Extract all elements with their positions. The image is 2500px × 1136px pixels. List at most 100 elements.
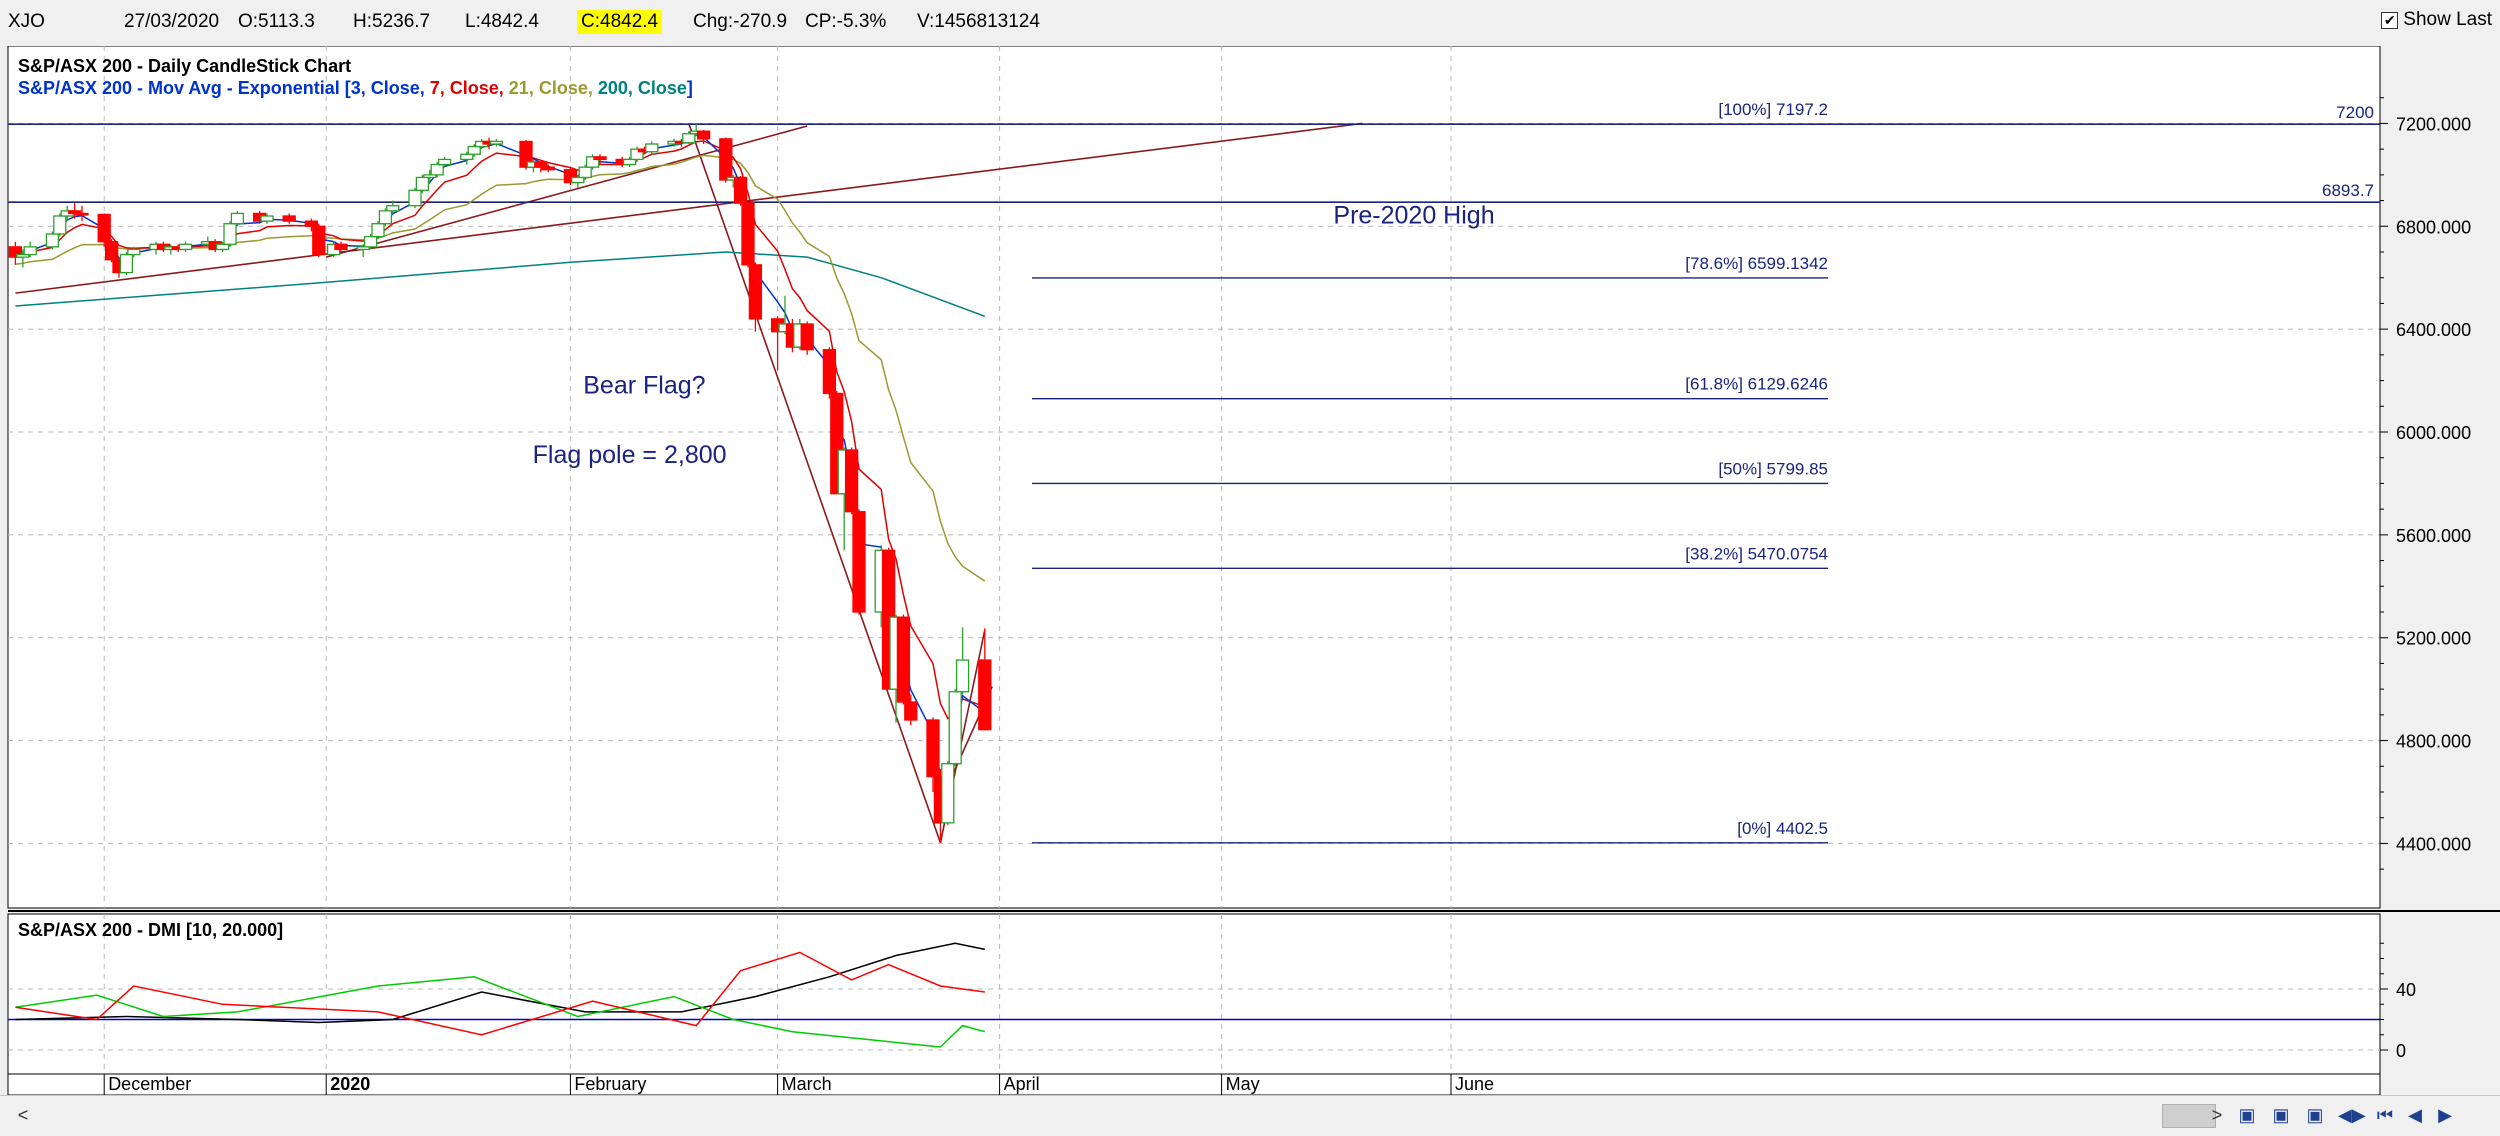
dmi-adx-line (15, 942, 985, 1024)
candle-down (844, 449, 859, 513)
chart-annotation: Flag pole = 2,800 (533, 441, 727, 469)
candle-up (645, 143, 659, 153)
date-tick-label: February (574, 1074, 646, 1094)
price-chart-title: S&P/ASX 200 - Daily CandleStick Chart (18, 56, 351, 76)
candle-up (941, 763, 955, 824)
fib-level-label: [38.2%] 5470.0754 (1685, 544, 1828, 563)
price-tick-label: 5600.000 (2396, 526, 2471, 546)
fib-level-label: [78.6%] 6599.1342 (1685, 254, 1828, 273)
fib-level-label: [0%] 4402.5 (1737, 819, 1828, 838)
date-axis (7, 1073, 2381, 1095)
trendline (688, 123, 942, 844)
scroll-thumb[interactable] (2162, 1104, 2216, 1128)
dmi-chart-title: S&P/ASX 200 - DMI [10, 20.000] (18, 920, 283, 940)
candle-down (304, 220, 319, 227)
candle-up (45, 233, 60, 248)
candle-up (571, 176, 585, 184)
price-tick-label: 7200.000 (2396, 114, 2471, 134)
horizontal-line-label: 6893.7 (2322, 181, 2374, 200)
volume-value: V:1456813124 (917, 11, 1040, 32)
candle-up (127, 248, 141, 256)
go-first-icon[interactable]: ⏮ (2376, 1105, 2394, 1125)
date-tick-label: December (108, 1074, 191, 1094)
candle-down (719, 138, 733, 181)
candle-down (282, 215, 296, 222)
ma-legend-prefix: S&P/ASX 200 - Mov Avg - Exponential (18, 78, 345, 98)
dmi-tick-label: 40 (2396, 980, 2416, 1000)
symbol-label: XJO (8, 11, 45, 32)
candle-down (534, 161, 548, 168)
pan-icon[interactable]: ◀▶ (2338, 1105, 2366, 1125)
candle-up (630, 148, 644, 161)
dmi-minus-di-line (15, 951, 985, 1036)
candle-up (585, 156, 600, 168)
candle-up (16, 253, 30, 258)
horizontal-line-label: 7200 (2336, 103, 2374, 122)
candle-down (926, 719, 940, 778)
ma-legend: S&P/ASX 200 - Mov Avg - Exponential [3, … (18, 78, 693, 98)
date-tick-label: May (1226, 1074, 1260, 1094)
show-last-toggle[interactable]: ✔ Show Last (2381, 9, 2492, 31)
step-forward-icon[interactable]: ▶ (2438, 1105, 2452, 1125)
candle-down (696, 130, 711, 140)
candle-down (334, 243, 348, 251)
dmi-panel (7, 913, 2381, 1075)
candle-up (363, 235, 378, 248)
change-pct-value: CP:-5.3% (805, 11, 887, 32)
candle-up (460, 153, 474, 161)
candle-down (748, 264, 763, 320)
zoom-out-icon[interactable]: ▣ (2272, 1105, 2290, 1125)
date-tick-label: June (1455, 1074, 1494, 1094)
fib-level-label: [61.8%] 6129.6246 (1685, 375, 1828, 394)
step-back-icon[interactable]: ◀ (2408, 1105, 2422, 1125)
candle-up (437, 158, 452, 166)
candle-up (415, 176, 430, 191)
price-tick-label: 4400.000 (2396, 834, 2471, 854)
open-value: O:5113.3 (238, 11, 315, 32)
candle-up (178, 243, 193, 251)
price-tick-label: 6400.000 (2396, 320, 2471, 340)
price-tick-label: 6000.000 (2396, 423, 2471, 443)
candle-down (67, 210, 82, 215)
show-last-label: Show Last (2403, 9, 2492, 30)
candle-up (371, 223, 385, 238)
candle-up (215, 243, 230, 251)
date-label: 27/03/2020 (124, 11, 220, 32)
price-tick-label: 5200.000 (2396, 629, 2471, 649)
show-last-checkbox[interactable]: ✔ (2381, 11, 2399, 29)
candle-down (8, 246, 23, 258)
low-value: L:4842.4 (465, 11, 539, 32)
candle-up (682, 133, 696, 144)
trendline (15, 122, 1363, 294)
candle-up (260, 215, 274, 222)
scroll-left-arrow-icon[interactable]: < (17, 1105, 29, 1125)
ma-legend-entry: [3, Close, (345, 78, 430, 98)
candle-up (23, 246, 37, 256)
high-value: H:5236.7 (353, 11, 431, 32)
zoom-fit-icon[interactable]: ▣ (2306, 1105, 2324, 1125)
candle-up (230, 212, 245, 225)
ma-legend-entry: 200, Close (598, 78, 687, 98)
ma-legend-entry: 7, Close, (430, 78, 509, 98)
candle-down (741, 202, 755, 266)
candle-up (622, 158, 637, 166)
candle-down (822, 349, 837, 395)
candle-up (119, 253, 134, 274)
candle-down (733, 176, 748, 204)
ema200-line (15, 251, 986, 318)
candle-down (312, 225, 326, 256)
candle-down (75, 212, 89, 216)
fib-level-label: [100%] 7197.2 (1718, 100, 1828, 119)
dmi-tick-label: 0 (2396, 1041, 2406, 1061)
candle-up (223, 223, 237, 245)
scroll-right-arrow-icon[interactable]: > (2211, 1105, 2223, 1125)
scroll-bar[interactable]: < > ▣ ▣ ▣ ◀▶ ⏮ ◀ ▶ (0, 1095, 2500, 1136)
ma-legend-entry: 21, Close, (509, 78, 598, 98)
candle-up (489, 140, 504, 145)
date-tick-label: March (782, 1074, 832, 1094)
candle-up (423, 174, 437, 179)
chart-area[interactable]: 4400.000 4800.000 5200.000 5600.000 6000.000… (0, 46, 2500, 1095)
zoom-in-icon[interactable]: ▣ (2238, 1105, 2256, 1125)
candle-down (852, 511, 866, 613)
candle-up (955, 659, 970, 693)
